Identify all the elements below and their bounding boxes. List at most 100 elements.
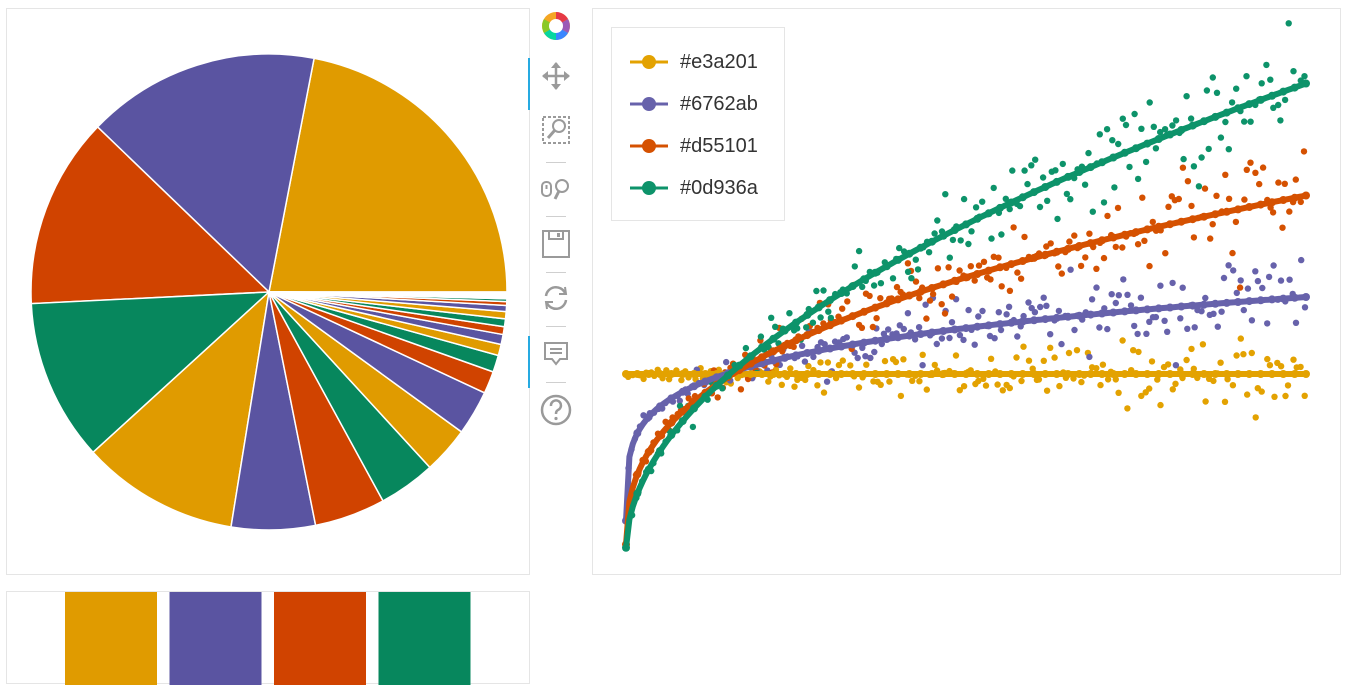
scatter-point[interactable]	[1146, 262, 1153, 270]
line-marker[interactable]	[826, 296, 834, 305]
line-marker[interactable]	[973, 214, 982, 223]
scatter-point[interactable]	[813, 287, 820, 295]
scatter-point[interactable]	[946, 254, 953, 261]
line-marker[interactable]	[996, 263, 1004, 272]
line-marker[interactable]	[690, 404, 698, 413]
line-marker[interactable]	[746, 370, 755, 378]
line-marker[interactable]	[837, 316, 846, 325]
line-marker[interactable]	[690, 370, 698, 378]
scatter-point[interactable]	[1172, 380, 1179, 387]
scatter-point[interactable]	[1043, 302, 1050, 309]
scatter-point[interactable]	[960, 195, 968, 203]
palette-swatch[interactable]	[274, 592, 366, 685]
scatter-point[interactable]	[1179, 284, 1186, 291]
scatter-point[interactable]	[1297, 363, 1304, 371]
scatter-point[interactable]	[1217, 134, 1225, 141]
line-marker[interactable]	[758, 343, 766, 352]
line-marker[interactable]	[939, 231, 948, 240]
scatter-point[interactable]	[1175, 195, 1182, 203]
scatter-point[interactable]	[1292, 176, 1299, 183]
scatter-point[interactable]	[1063, 190, 1071, 198]
scatter-point[interactable]	[931, 361, 938, 369]
line-marker[interactable]	[1177, 302, 1186, 311]
scatter-point[interactable]	[1277, 277, 1285, 284]
line-marker[interactable]	[848, 370, 857, 378]
scatter-point[interactable]	[1298, 256, 1305, 264]
line-marker[interactable]	[1120, 307, 1129, 316]
scatter-point[interactable]	[956, 387, 963, 394]
scatter-point[interactable]	[809, 319, 817, 326]
scatter-point[interactable]	[994, 381, 1001, 388]
scatter-point[interactable]	[896, 244, 903, 252]
line-marker[interactable]	[837, 370, 846, 378]
line-marker[interactable]	[1234, 104, 1242, 113]
scatter-point[interactable]	[1009, 167, 1016, 174]
scatter-point[interactable]	[975, 262, 983, 269]
scatter-point[interactable]	[1241, 118, 1248, 125]
line-marker[interactable]	[1098, 309, 1106, 318]
scatter-point[interactable]	[802, 376, 809, 384]
scatter-point[interactable]	[820, 389, 828, 396]
line-marker[interactable]	[973, 270, 982, 278]
scatter-point[interactable]	[922, 301, 929, 308]
scatter-point[interactable]	[1043, 387, 1051, 394]
scatter-point[interactable]	[987, 355, 995, 362]
scatter-point[interactable]	[995, 309, 1002, 316]
scatter-point[interactable]	[772, 323, 779, 330]
scatter-point[interactable]	[1161, 317, 1168, 324]
line-marker[interactable]	[950, 276, 959, 285]
scatter-point[interactable]	[1243, 73, 1250, 80]
scatter-point[interactable]	[897, 392, 905, 400]
scatter-point[interactable]	[827, 314, 835, 322]
scatter-point[interactable]	[1177, 315, 1184, 322]
line-marker[interactable]	[1211, 210, 1220, 219]
line-marker[interactable]	[860, 307, 868, 316]
scatter-point[interactable]	[1134, 175, 1142, 183]
scatter-point[interactable]	[909, 377, 916, 384]
line-marker[interactable]	[735, 361, 744, 370]
scatter-point[interactable]	[1172, 362, 1180, 369]
scatter-point[interactable]	[1281, 180, 1288, 187]
scatter-point[interactable]	[1244, 391, 1251, 398]
scatter-point[interactable]	[975, 377, 982, 385]
scatter-point[interactable]	[1301, 73, 1308, 80]
line-marker[interactable]	[894, 255, 902, 264]
scatter-point[interactable]	[1054, 215, 1061, 223]
line-marker[interactable]	[1200, 212, 1208, 221]
scatter-point[interactable]	[1157, 401, 1164, 409]
scatter-point[interactable]	[1198, 154, 1205, 161]
scatter-point[interactable]	[1040, 357, 1047, 364]
line-marker[interactable]	[1256, 296, 1265, 305]
scatter-point[interactable]	[945, 264, 952, 271]
scatter-point[interactable]	[933, 340, 940, 348]
scatter-point[interactable]	[1248, 349, 1255, 357]
line-marker[interactable]	[1075, 168, 1084, 176]
scatter-point[interactable]	[1115, 389, 1122, 396]
palette-swatch[interactable]	[378, 592, 471, 685]
scatter-point[interactable]	[1270, 104, 1277, 112]
line-marker[interactable]	[1177, 217, 1186, 226]
scatter-point[interactable]	[1259, 284, 1266, 292]
scatter-point[interactable]	[886, 378, 893, 385]
line-marker[interactable]	[1245, 370, 1254, 378]
line-marker[interactable]	[1018, 257, 1027, 265]
scatter-point[interactable]	[1281, 96, 1289, 104]
scatter-point[interactable]	[1100, 254, 1108, 262]
scatter-point[interactable]	[1292, 319, 1300, 326]
scatter-point[interactable]	[1169, 122, 1176, 129]
line-marker[interactable]	[792, 370, 800, 378]
line-marker[interactable]	[1143, 139, 1152, 148]
line-marker[interactable]	[1279, 294, 1288, 303]
scatter-point[interactable]	[1109, 137, 1116, 144]
line-marker[interactable]	[1256, 200, 1265, 209]
line-marker[interactable]	[644, 465, 653, 474]
scatter-point[interactable]	[919, 362, 926, 369]
scatter-point[interactable]	[975, 313, 982, 320]
line-marker[interactable]	[1041, 315, 1050, 324]
line-marker[interactable]	[1018, 317, 1027, 326]
scatter-point[interactable]	[979, 307, 986, 315]
line-marker[interactable]	[1120, 370, 1129, 378]
line-marker[interactable]	[973, 370, 982, 378]
line-marker[interactable]	[1132, 228, 1140, 237]
line-marker[interactable]	[871, 303, 880, 312]
